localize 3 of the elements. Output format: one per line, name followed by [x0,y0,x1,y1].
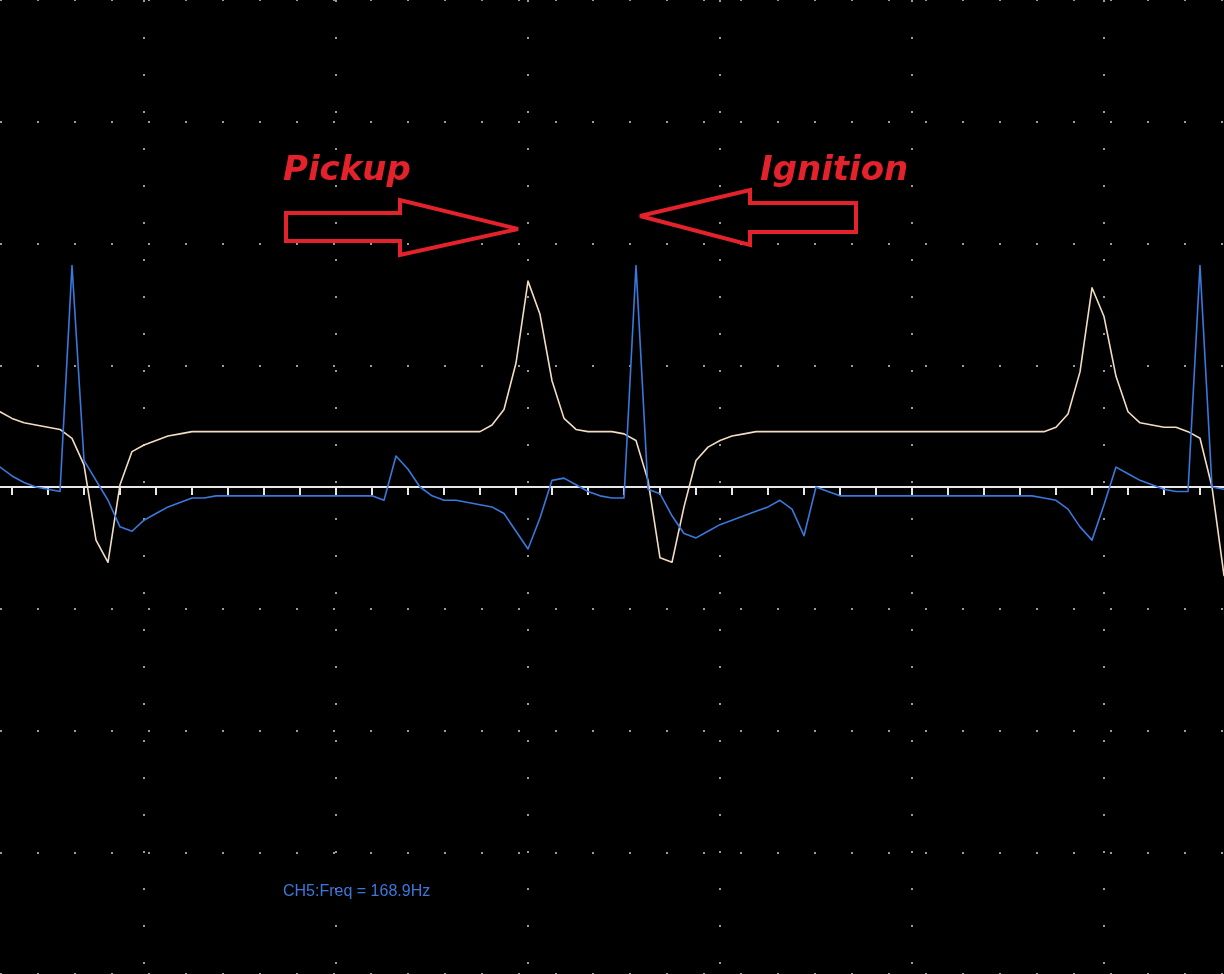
text: Pickup [283,148,411,188]
text: Ignition [760,148,909,188]
text: CH5:Freq = 168.9Hz [283,882,431,900]
